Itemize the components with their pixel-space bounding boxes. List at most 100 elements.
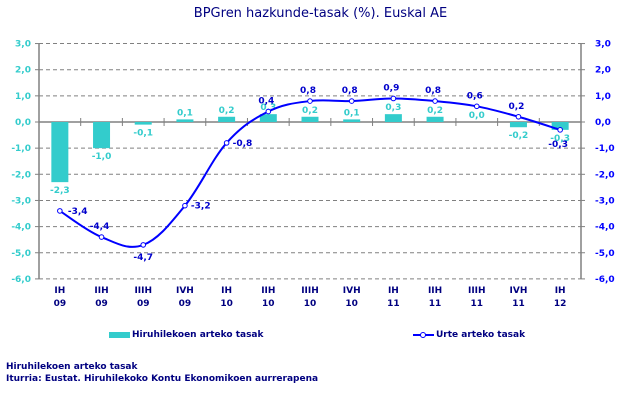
bar-value-label: -0,2	[509, 131, 529, 141]
source-note: Iturria: Eustat. Hiruhilekoko Kontu Ekon…	[6, 374, 319, 384]
footnote: Hiruhilekoen arteko tasak	[6, 362, 138, 372]
x-category-year: 11	[429, 299, 442, 309]
line-marker	[57, 208, 63, 214]
line-value-label: -3,4	[68, 207, 88, 217]
bar-value-label: -0,1	[133, 129, 153, 139]
bar	[176, 119, 194, 122]
x-category-label: IVH	[343, 286, 361, 296]
x-category-label: IVH	[510, 286, 528, 296]
y-left-tick-label: -1,0	[11, 144, 31, 154]
y-left-tick-label: 3,0	[15, 40, 31, 50]
bar-value-label: -0,3	[550, 134, 570, 144]
x-category-year: 09	[137, 299, 150, 309]
y-left-tick-label: -6,0	[11, 275, 31, 285]
line-marker	[265, 108, 272, 115]
y-left-tick-label: 0,0	[15, 118, 31, 128]
bar	[301, 116, 319, 122]
y-right-tick-label: -3,0	[595, 196, 615, 206]
x-category-year: 10	[220, 299, 233, 309]
x-category-label: IIH	[261, 286, 275, 296]
y-right-tick-label: 1,0	[595, 92, 611, 102]
legend-line-label: Urte arteko tasak	[436, 330, 526, 340]
y-left-tick-label: 1,0	[15, 92, 31, 102]
x-category-label: IH	[388, 286, 399, 296]
line-value-label: -3,2	[191, 202, 211, 212]
bar-value-label: 0,2	[427, 106, 443, 116]
legend-item-bars: Hiruhilekoen arteko tasak	[109, 330, 263, 340]
bar-value-label: -2,3	[50, 186, 70, 196]
chart-plot-area: 3,0 3,0 2,0 2,0 1,0 1,0 0,0 0,0 -1,0 -1,0 -2,0 -2,0…	[11, 40, 615, 309]
x-category-year: 11	[387, 299, 400, 309]
bar-value-label: 0,2	[219, 106, 235, 116]
bar	[551, 122, 569, 130]
line-marker	[557, 127, 563, 133]
bar-value-label: 0,0	[469, 111, 485, 121]
chart-title: BPGren hazkunde-tasak (%). Euskal AE	[193, 6, 448, 21]
x-category-year: 09	[95, 299, 108, 309]
line-value-label: 0,8	[300, 86, 316, 96]
x-category-label: IIH	[428, 286, 442, 296]
bar-swatch-icon	[109, 332, 130, 338]
y-right-tick-label: -4,0	[595, 223, 615, 233]
y-right-tick-label: -5,0	[595, 249, 615, 259]
bar	[259, 114, 277, 122]
line-value-label: 0,8	[425, 86, 441, 96]
line-marker	[390, 95, 397, 102]
legend-bars-label: Hiruhilekoen arteko tasak	[132, 330, 264, 340]
x-category-year: 12	[554, 299, 567, 309]
line-value-label: 0,8	[342, 86, 358, 96]
bar	[343, 119, 361, 122]
x-category-year: 09	[179, 299, 192, 309]
line-marker	[432, 98, 438, 104]
line-marker	[140, 242, 147, 248]
x-category-label: IIIH	[134, 286, 152, 296]
bar	[384, 114, 402, 122]
y-right-tick-label: -1,0	[595, 144, 615, 154]
x-category-year: 11	[512, 299, 525, 309]
y-right-tick-label: -2,0	[595, 170, 615, 180]
bar	[218, 116, 236, 122]
x-category-year: 11	[471, 299, 484, 309]
bar-value-label: -1,0	[92, 152, 112, 162]
bar	[93, 122, 111, 149]
y-left-tick-label: -3,0	[11, 196, 31, 206]
line-marker	[307, 98, 313, 104]
x-category-label: IH	[221, 286, 232, 296]
y-left-tick-label: -5,0	[11, 249, 31, 259]
bar-value-label: 0,2	[302, 106, 318, 116]
y-right-tick-label: 3,0	[595, 40, 611, 50]
line-value-label: -4,4	[90, 222, 110, 232]
x-category-label: IVH	[176, 286, 194, 296]
x-category-year: 10	[304, 299, 317, 309]
line-marker-icon	[413, 331, 434, 339]
bar-value-label: 0,3	[260, 103, 276, 113]
bar	[426, 116, 444, 122]
line-value-label: -0,3	[548, 140, 568, 150]
line-marker	[473, 103, 480, 110]
x-category-year: 09	[54, 299, 67, 309]
line-marker	[515, 113, 522, 120]
bar	[51, 122, 69, 183]
y-right-tick-label: 0,0	[595, 118, 611, 128]
line-value-label: -0,8	[233, 139, 253, 149]
legend-item-line: Urte arteko tasak	[413, 330, 525, 340]
x-category-year: 10	[262, 299, 275, 309]
bar-value-label: 0,1	[344, 108, 360, 118]
line-value-label: 0,9	[383, 83, 399, 93]
x-category-year: 10	[345, 299, 358, 309]
x-category-label: IH	[54, 286, 65, 296]
x-category-label: IH	[555, 286, 566, 296]
bar-value-label: 0,1	[177, 108, 193, 118]
line-value-label: 0,6	[467, 91, 483, 101]
line-value-label: 0,4	[258, 97, 274, 107]
line-marker	[223, 140, 230, 146]
bar	[134, 122, 152, 125]
line-marker	[182, 202, 188, 209]
y-right-tick-label: -6,0	[595, 275, 615, 285]
x-category-label: IIH	[94, 286, 108, 296]
bar-value-label: 0,3	[385, 103, 401, 113]
line-marker	[348, 98, 355, 104]
line-value-label: -4,7	[133, 253, 153, 263]
y-left-tick-label: 2,0	[15, 66, 31, 76]
line-marker	[98, 234, 105, 240]
